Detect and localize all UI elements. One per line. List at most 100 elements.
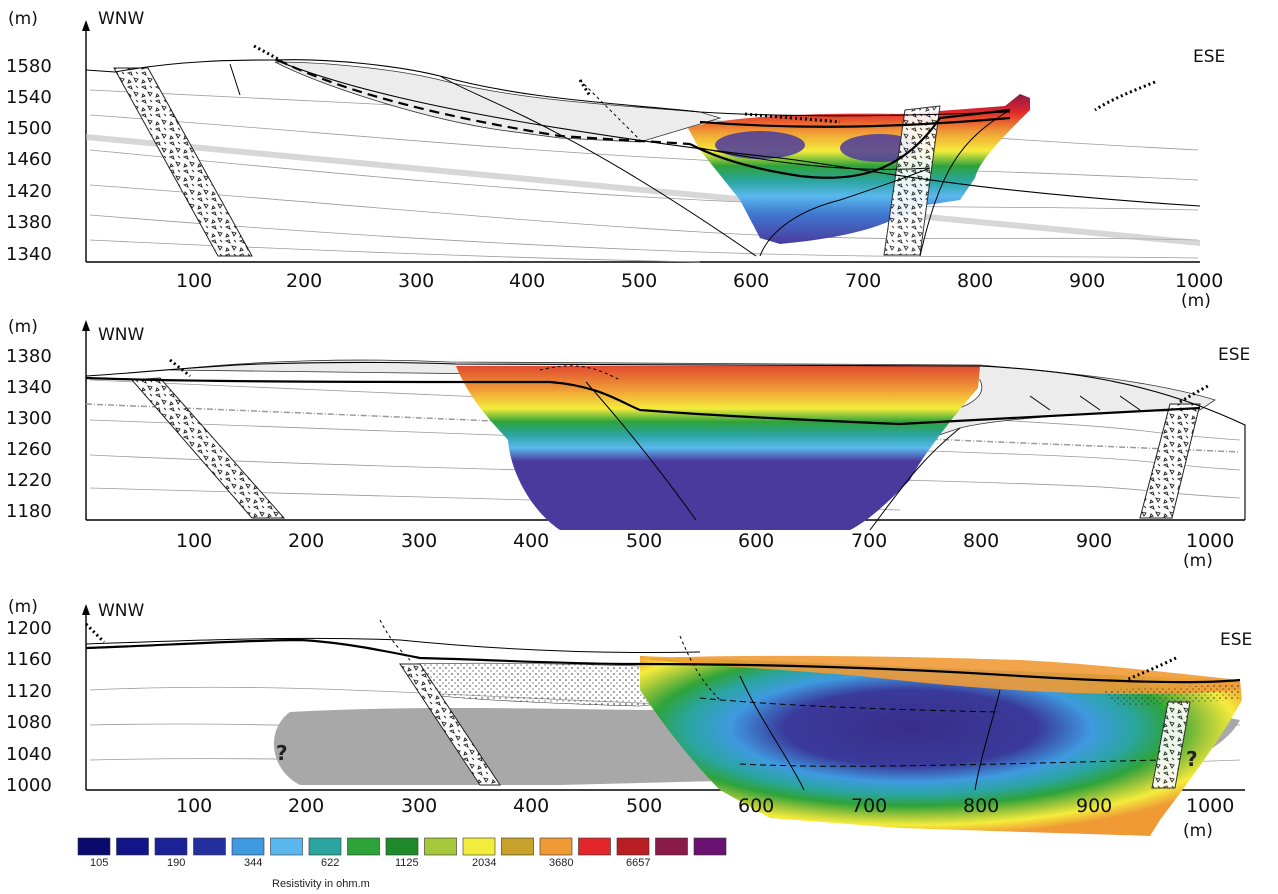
y-tick: 1580 (6, 56, 52, 77)
x-tick: 300 (398, 270, 434, 292)
y-tick-labels: 1200 1160 1120 1080 1040 1000 (6, 618, 52, 796)
legend-label: 190 (167, 857, 185, 869)
structure-lines (85, 358, 1246, 531)
x-tick: 800 (963, 795, 999, 817)
x-tick: 100 (176, 530, 212, 552)
legend-swatch (616, 837, 650, 856)
color-scale-legend: 105 190 344 622 1125 2034 3680 6657 Resi… (77, 837, 727, 890)
y-tick: 1080 (6, 712, 52, 733)
structure-lines (84, 619, 1241, 791)
x-tick-labels: 100 200 300 400 500 600 700 800 900 1000 (176, 270, 1223, 292)
section-2: (m) WNW ESE (m) 1380 1340 1300 (6, 317, 1250, 571)
resistivity-tomogram (456, 366, 980, 530)
legend-swatches (77, 837, 727, 856)
legend-caption: Resistivity in ohm.m (272, 878, 370, 890)
x-tick: 300 (401, 530, 437, 552)
y-axis-arrow-icon (82, 20, 90, 31)
x-tick: 500 (626, 530, 662, 552)
y-tick: 1460 (6, 149, 52, 170)
direction-west: WNW (98, 601, 145, 621)
question-mark: ? (1186, 747, 1198, 771)
structure-lines (85, 44, 1201, 257)
x-tick: 300 (401, 795, 437, 817)
direction-east: ESE (1193, 47, 1225, 67)
legend-swatch (578, 837, 611, 856)
direction-east: ESE (1220, 630, 1252, 650)
y-tick: 1040 (6, 744, 52, 765)
fault-zone-breccia (1139, 403, 1201, 519)
y-axis-arrow-icon (82, 604, 90, 615)
legend-swatch (385, 837, 419, 856)
y-tick-labels: 1580 1540 1500 1460 1420 1380 1340 (6, 56, 52, 265)
x-tick: 400 (513, 530, 549, 552)
legend-swatch (655, 837, 688, 856)
section-3: (m) WNW ESE (m) (6, 597, 1252, 841)
legend-swatch (462, 837, 496, 856)
section-1: (m) WNW ESE (m) (6, 9, 1225, 311)
y-tick: 1380 (6, 346, 52, 367)
x-tick: 900 (1069, 270, 1105, 292)
y-tick: 1500 (6, 118, 52, 139)
y-axis-unit: (m) (8, 317, 38, 337)
direction-west: WNW (98, 9, 145, 29)
x-tick: 100 (176, 270, 212, 292)
x-tick: 700 (851, 795, 887, 817)
direction-west: WNW (98, 325, 145, 345)
legend-swatch (539, 837, 573, 856)
x-tick: 200 (288, 530, 324, 552)
legend-swatch (231, 837, 265, 856)
legend-label: 1125 (395, 857, 419, 869)
legend-swatch (347, 837, 380, 856)
landslide-body (274, 61, 722, 143)
legend-label: 6657 (626, 857, 650, 869)
y-tick: 1160 (6, 649, 52, 670)
legend-label: 344 (244, 857, 262, 869)
fault-zone-breccia (130, 377, 286, 519)
legend-swatch (270, 837, 303, 856)
resistive-anomaly (715, 131, 805, 159)
resistivity-tomogram (640, 656, 1242, 836)
legend-swatch (193, 837, 226, 856)
legend-swatch (501, 837, 534, 856)
y-tick: 1420 (6, 181, 52, 202)
y-axis-unit: (m) (8, 9, 38, 29)
y-tick: 1000 (6, 775, 52, 796)
legend-labels: 105 190 344 622 1125 2034 3680 6657 (90, 857, 650, 869)
x-tick: 700 (851, 530, 887, 552)
x-tick: 400 (509, 270, 545, 292)
fault-zone-breccia (399, 663, 501, 786)
x-tick: 100 (176, 795, 212, 817)
y-tick: 1300 (6, 408, 52, 429)
y-tick: 1380 (6, 212, 52, 233)
y-tick-labels: 1380 1340 1300 1260 1220 1180 (6, 346, 52, 522)
legend-swatch (424, 837, 457, 856)
legend-label: 3680 (549, 857, 573, 869)
x-tick: 1000 (1175, 270, 1223, 292)
x-axis-unit: (m) (1181, 291, 1211, 311)
x-tick: 700 (845, 270, 881, 292)
y-tick: 1180 (6, 501, 52, 522)
legend-swatch (154, 837, 188, 856)
x-axis-unit: (m) (1183, 551, 1213, 571)
legend-swatch (693, 837, 727, 856)
fault-zone-breccia (113, 67, 253, 257)
x-tick: 1000 (1186, 795, 1234, 817)
direction-east: ESE (1218, 345, 1250, 365)
y-tick: 1340 (6, 244, 52, 265)
x-tick: 900 (1076, 530, 1112, 552)
gray-band (86, 134, 1200, 246)
x-axis-unit: (m) (1183, 821, 1213, 841)
question-mark: ? (276, 741, 288, 765)
y-tick: 1340 (6, 377, 52, 398)
x-tick: 600 (738, 530, 774, 552)
x-tick: 800 (963, 530, 999, 552)
x-tick: 400 (513, 795, 549, 817)
y-tick: 1220 (6, 470, 52, 491)
y-tick: 1540 (6, 87, 52, 108)
fault-zone-breccia (1151, 701, 1191, 789)
legend-label: 2034 (472, 857, 496, 869)
legend-swatch (308, 837, 342, 856)
legend-swatch (77, 837, 111, 856)
sediment-layer (1100, 684, 1240, 706)
